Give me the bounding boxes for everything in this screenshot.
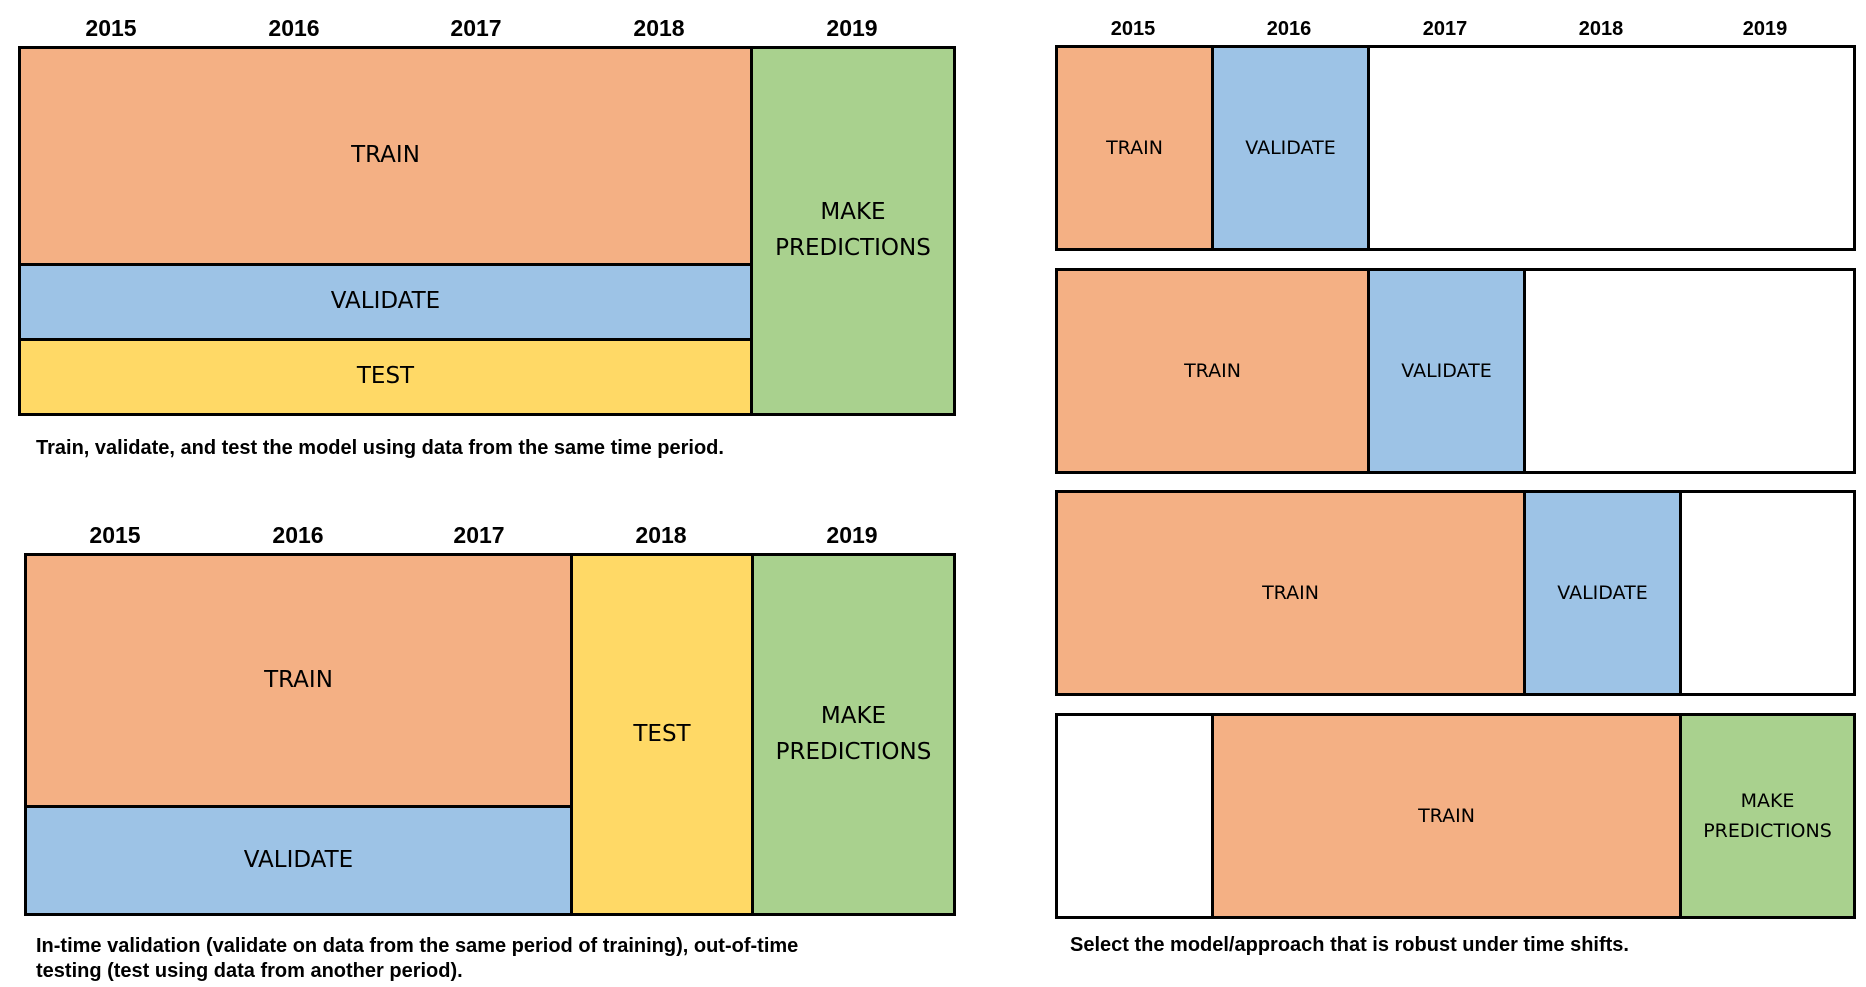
validate-label: VALIDATE <box>1557 581 1648 604</box>
year-label-2016: 2016 <box>1266 18 1312 40</box>
train-block: TRAIN <box>18 46 753 266</box>
test-block: TEST <box>570 553 754 916</box>
validate-block: VALIDATE <box>1367 268 1526 474</box>
year-label-2016: 2016 <box>268 15 320 41</box>
train-label: TRAIN <box>1418 804 1475 827</box>
test-label: TEST <box>356 363 415 390</box>
predict-label-line1: MAKE <box>1740 789 1795 812</box>
year-label-2017: 2017 <box>450 15 502 41</box>
make-predictions-block: MAKE PREDICTIONS <box>750 46 956 416</box>
year-label-2015: 2015 <box>1110 18 1156 40</box>
year-label-2017: 2017 <box>1422 18 1468 40</box>
predict-label-line2: PREDICTIONS <box>775 738 932 765</box>
test-block: TEST <box>18 338 753 416</box>
validate-label: VALIDATE <box>330 288 441 315</box>
year-label-2017: 2017 <box>453 522 505 548</box>
test-label: TEST <box>633 720 691 747</box>
predict-label-line1: MAKE <box>820 702 887 729</box>
year-label-2015: 2015 <box>89 522 141 548</box>
make-predictions-block: MAKE PREDICTIONS <box>751 553 956 916</box>
train-block: TRAIN <box>1055 490 1526 696</box>
year-label-2019: 2019 <box>826 522 878 548</box>
predict-label-line2: PREDICTIONS <box>1703 820 1832 842</box>
caption-line1: In-time validation (validate on data fro… <box>36 935 799 957</box>
train-label: TRAIN <box>264 666 333 693</box>
caption-line2: testing (test using data from another pe… <box>36 960 463 982</box>
predict-label-line2: PREDICTIONS <box>775 235 931 261</box>
train-block: TRAIN <box>1055 45 1214 251</box>
train-label: TRAIN <box>1184 359 1241 382</box>
validate-block: VALIDATE <box>1523 490 1682 696</box>
validate-block: VALIDATE <box>18 263 753 341</box>
year-label-2015: 2015 <box>85 15 137 41</box>
train-label: TRAIN <box>1262 581 1319 604</box>
year-label-2018: 2018 <box>1578 18 1624 40</box>
train-label: TRAIN <box>351 142 420 169</box>
validate-label: VALIDATE <box>1401 359 1492 382</box>
train-block: TRAIN <box>1055 268 1370 474</box>
train-block: TRAIN <box>1211 713 1682 919</box>
caption-rolling-windows: Select the model/approach that is robust… <box>1070 934 1629 956</box>
year-label-2019: 2019 <box>826 15 878 41</box>
validate-label: VALIDATE <box>243 846 354 873</box>
caption-same-period: Train, validate, and test the model usin… <box>36 437 724 459</box>
make-predictions-block: MAKE PREDICTIONS <box>1679 713 1856 919</box>
validate-block: VALIDATE <box>24 805 573 916</box>
validate-block: VALIDATE <box>1211 45 1370 251</box>
predict-label-line1: MAKE <box>820 199 886 226</box>
year-label-2018: 2018 <box>635 522 687 548</box>
year-label-2016: 2016 <box>272 522 324 548</box>
train-block: TRAIN <box>24 553 573 808</box>
year-label-2018: 2018 <box>633 15 685 41</box>
train-label: TRAIN <box>1106 136 1163 159</box>
caption-out-of-time: In-time validation (validate on data fro… <box>36 934 798 984</box>
year-label-2019: 2019 <box>1742 18 1788 40</box>
validate-label: VALIDATE <box>1245 136 1336 159</box>
